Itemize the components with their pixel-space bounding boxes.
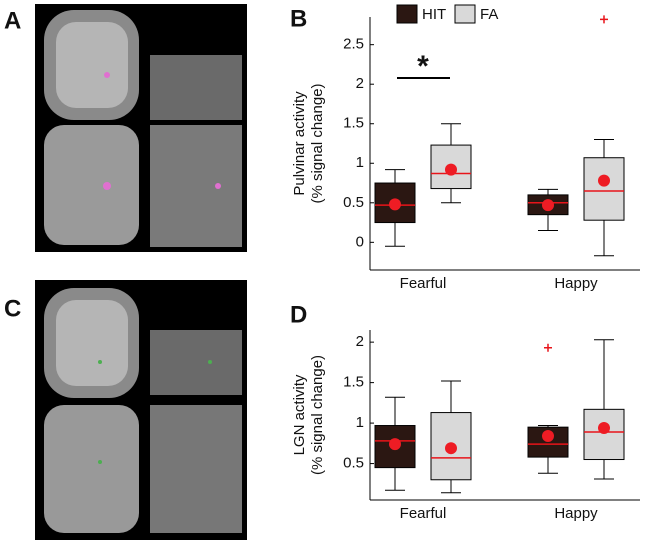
mean — [598, 421, 610, 434]
y-tick-label: 0 — [356, 233, 364, 250]
box — [583, 157, 625, 221]
mean — [445, 442, 457, 455]
mean — [445, 163, 457, 176]
y-tick-label: 0.5 — [343, 455, 364, 472]
y-tick-label: 2 — [356, 75, 364, 92]
x-tick-label: Happy — [554, 505, 598, 522]
panel-label: B — [290, 5, 307, 32]
y-tick-label: 1 — [356, 154, 364, 171]
mean — [389, 438, 401, 451]
panel-label: D — [290, 301, 307, 328]
y-axis-label: (% signal change) — [309, 83, 326, 203]
y-axis-label: (% signal change) — [309, 355, 326, 475]
y-axis-label: LGN activity — [291, 374, 308, 455]
outlier — [600, 15, 608, 24]
y-tick-label: 1.5 — [343, 115, 364, 132]
legend-label: FA — [480, 6, 498, 23]
y-tick-label: 0.5 — [343, 194, 364, 211]
legend-label: HIT — [422, 6, 446, 23]
image-panel-a — [35, 4, 247, 252]
x-tick-label: Fearful — [400, 505, 447, 522]
legend-swatch — [396, 4, 418, 24]
mean — [542, 199, 554, 212]
box — [527, 426, 569, 458]
y-tick-label: 2 — [356, 333, 364, 350]
y-tick-label: 1 — [356, 414, 364, 431]
x-tick-label: Fearful — [400, 275, 447, 292]
mean — [389, 198, 401, 211]
y-tick-label: 2.5 — [343, 36, 364, 53]
annotation: * — [417, 50, 429, 83]
image-panel-c — [35, 280, 247, 540]
mean — [598, 174, 610, 187]
x-tick-label: Happy — [554, 275, 598, 292]
y-tick-label: 1.5 — [343, 374, 364, 391]
panel-label: C — [4, 295, 21, 322]
panel-label: A — [4, 7, 21, 34]
y-axis-label: Pulvinar activity — [291, 91, 308, 196]
mean — [542, 430, 554, 443]
outlier — [544, 343, 552, 352]
box — [583, 408, 625, 461]
legend-swatch — [454, 4, 476, 24]
